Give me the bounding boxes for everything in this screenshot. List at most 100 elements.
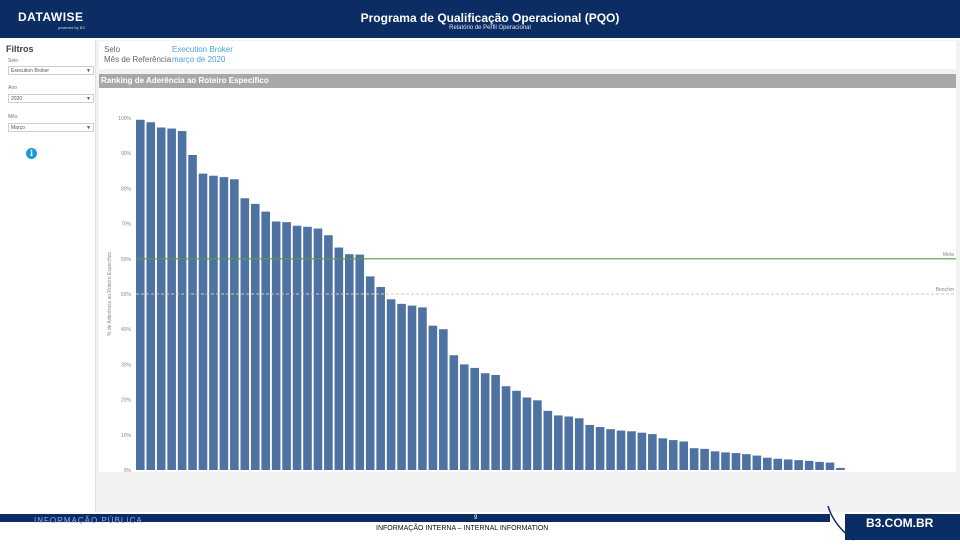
- filter-select-ano[interactable]: 2020 ▼: [8, 94, 94, 103]
- chart-bar[interactable]: [365, 276, 375, 470]
- chart-bar[interactable]: [386, 299, 396, 470]
- b3-logo[interactable]: B3.COM.BR: [866, 516, 934, 530]
- chart-bar[interactable]: [658, 438, 668, 470]
- chart-bar[interactable]: [637, 432, 647, 470]
- selo-value: Execution Broker: [172, 45, 233, 54]
- chart-bar[interactable]: [606, 429, 615, 470]
- footer-classification: INFORMAÇÃO PÚBLICA: [34, 516, 143, 525]
- chart-bar[interactable]: [250, 203, 260, 470]
- chart-bar[interactable]: [156, 127, 166, 470]
- chart-bar[interactable]: [616, 430, 626, 470]
- chart-bar[interactable]: [345, 254, 354, 470]
- chevron-down-icon: ▼: [86, 68, 91, 74]
- chart-bar[interactable]: [219, 177, 229, 471]
- chart-bar[interactable]: [742, 454, 751, 470]
- footer-internal-label: INFORMAÇÃO INTERNA – INTERNAL INFORMATIO…: [376, 525, 549, 532]
- chart-bar[interactable]: [595, 427, 605, 470]
- app-header: DATAWISE powered by B3 Programa de Quali…: [0, 0, 960, 38]
- chart-bar[interactable]: [407, 305, 417, 470]
- selection-summary: Selo Execution Broker Mês de Referência …: [99, 41, 956, 69]
- chart-bar[interactable]: [209, 175, 218, 470]
- chart-bar[interactable]: [721, 452, 730, 470]
- y-tick-label: 50%: [121, 292, 132, 298]
- chart-bar[interactable]: [836, 467, 845, 470]
- chart-bar[interactable]: [554, 415, 563, 470]
- reference-month-label: Mês de Referência: [104, 55, 172, 64]
- chart-bar[interactable]: [543, 410, 553, 470]
- chart-bar[interactable]: [773, 458, 783, 470]
- chart-bar[interactable]: [230, 179, 239, 471]
- page-title: Programa de Qualificação Operacional (PQ…: [360, 11, 620, 25]
- chart-bar[interactable]: [627, 431, 636, 470]
- y-tick-label: 20%: [121, 398, 132, 404]
- filters-sidebar: Filtros Selo Execution Broker ▼ Ano 2020…: [3, 40, 96, 512]
- chart-bar[interactable]: [512, 390, 521, 470]
- chart-bar[interactable]: [700, 448, 709, 470]
- chart-bar[interactable]: [668, 440, 678, 470]
- chart-bar[interactable]: [355, 254, 365, 470]
- filters-title: Filtros: [6, 44, 34, 54]
- chart-bar[interactable]: [240, 198, 250, 471]
- filter-select-selo[interactable]: Execution Broker ▼: [8, 66, 94, 75]
- chevron-down-icon: ▼: [86, 125, 91, 131]
- chart-bar[interactable]: [574, 418, 584, 470]
- chart-bar[interactable]: [261, 211, 270, 470]
- chart-header: Ranking de Aderência ao Roteiro Específi…: [99, 74, 956, 88]
- chart-bar[interactable]: [585, 424, 594, 470]
- chart-bar[interactable]: [804, 460, 814, 470]
- chart-bar[interactable]: [282, 222, 291, 470]
- chart-bar[interactable]: [313, 228, 323, 470]
- reference-month-value: março de 2020: [172, 55, 226, 64]
- chart-bar[interactable]: [136, 119, 145, 470]
- chart-bar[interactable]: [439, 329, 448, 470]
- chart-bar[interactable]: [334, 247, 344, 470]
- chart-bar[interactable]: [198, 173, 208, 470]
- chart-bar[interactable]: [459, 364, 469, 470]
- chart-bar[interactable]: [188, 154, 197, 470]
- info-icon[interactable]: i: [26, 148, 37, 159]
- chart-bar[interactable]: [731, 453, 741, 470]
- chart-bar[interactable]: [533, 400, 542, 470]
- page-number: 9: [474, 515, 478, 521]
- logo-subtitle: powered by B3: [58, 25, 85, 30]
- chart-bar[interactable]: [710, 451, 720, 470]
- chart-bar[interactable]: [324, 235, 333, 470]
- chart-bar[interactable]: [689, 448, 699, 470]
- selo-label: Selo: [104, 45, 121, 54]
- chart-bar[interactable]: [648, 434, 657, 470]
- chart-bar[interactable]: [522, 397, 532, 470]
- chart-bar[interactable]: [146, 122, 156, 470]
- y-tick-label: 80%: [121, 186, 132, 192]
- chart-bar[interactable]: [449, 355, 459, 470]
- chart-bar[interactable]: [397, 303, 406, 470]
- chart-bar[interactable]: [825, 462, 835, 470]
- y-tick-label: 60%: [121, 257, 132, 263]
- chart-bar[interactable]: [491, 374, 500, 470]
- chart-bar[interactable]: [783, 459, 793, 470]
- filter-label-mes: Mês: [8, 114, 18, 120]
- chart-bar[interactable]: [428, 325, 438, 470]
- filter-label-ano: Ano: [8, 85, 17, 91]
- chart-bar[interactable]: [480, 373, 490, 470]
- chart-bar[interactable]: [177, 131, 187, 471]
- page-subtitle: Relatório de Perfil Operacional: [449, 25, 531, 31]
- filter-label-selo: Selo: [8, 58, 19, 64]
- chart-bar[interactable]: [794, 460, 803, 470]
- filter-value-ano: 2020: [11, 96, 23, 102]
- chart-bar[interactable]: [564, 416, 574, 470]
- y-tick-label: 90%: [121, 151, 132, 157]
- chart-bar[interactable]: [418, 307, 427, 470]
- chart-bar[interactable]: [815, 461, 824, 470]
- chart-bar[interactable]: [167, 128, 176, 470]
- chart-bar[interactable]: [376, 286, 385, 470]
- chart-bar[interactable]: [752, 455, 762, 470]
- chart-bar[interactable]: [292, 225, 302, 470]
- chevron-down-icon: ▼: [86, 96, 91, 102]
- chart-bar[interactable]: [303, 226, 312, 470]
- chart-bar[interactable]: [271, 221, 281, 470]
- chart-bar[interactable]: [470, 367, 479, 470]
- chart-bar[interactable]: [501, 386, 511, 470]
- filter-select-mes[interactable]: Março ▼: [8, 123, 94, 132]
- chart-bar[interactable]: [763, 457, 772, 470]
- chart-bar[interactable]: [679, 441, 688, 470]
